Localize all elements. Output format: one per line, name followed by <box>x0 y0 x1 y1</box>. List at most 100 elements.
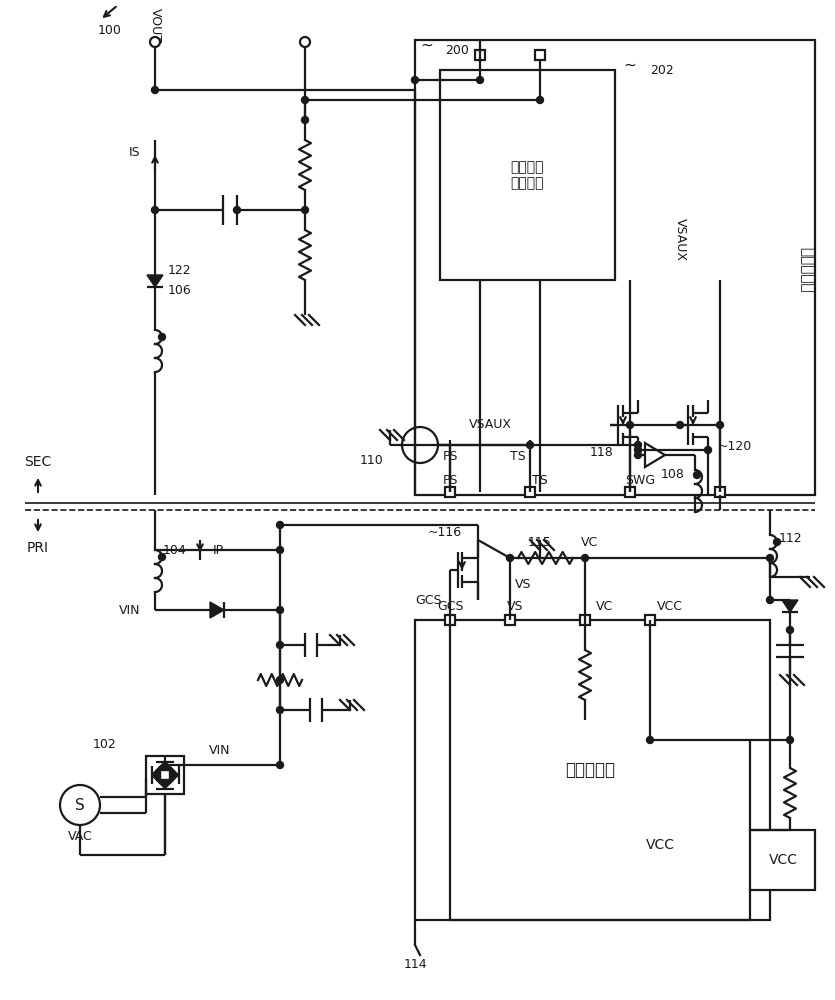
Bar <box>445 615 455 625</box>
Text: VAC: VAC <box>68 830 93 844</box>
Circle shape <box>300 37 310 47</box>
Circle shape <box>537 97 544 104</box>
Circle shape <box>276 706 284 714</box>
Circle shape <box>151 87 159 94</box>
Text: IS: IS <box>129 145 140 158</box>
Circle shape <box>581 554 589 562</box>
Circle shape <box>276 522 284 528</box>
Bar <box>415 40 815 495</box>
Polygon shape <box>210 602 224 618</box>
Circle shape <box>787 626 793 634</box>
Text: VCC: VCC <box>768 853 797 867</box>
Circle shape <box>276 606 284 613</box>
Circle shape <box>767 596 773 603</box>
Circle shape <box>646 736 654 744</box>
Bar <box>440 70 615 280</box>
Text: 初级控制器: 初级控制器 <box>565 761 615 779</box>
Text: TS: TS <box>510 450 526 464</box>
Text: 114: 114 <box>403 958 427 972</box>
Circle shape <box>150 37 160 47</box>
Text: VCC: VCC <box>645 838 675 852</box>
Polygon shape <box>170 766 179 784</box>
Polygon shape <box>782 600 798 612</box>
Bar <box>580 615 590 625</box>
Circle shape <box>276 762 284 768</box>
Text: 110: 110 <box>360 454 384 466</box>
Text: 112: 112 <box>778 532 802 544</box>
Circle shape <box>676 422 684 428</box>
Circle shape <box>635 452 641 458</box>
Circle shape <box>477 77 483 84</box>
Circle shape <box>705 446 711 454</box>
Text: GCS: GCS <box>416 593 442 606</box>
Bar <box>146 756 184 794</box>
Bar <box>475 50 485 60</box>
Circle shape <box>301 116 308 123</box>
Text: ~: ~ <box>421 37 433 52</box>
Bar <box>645 615 655 625</box>
Circle shape <box>276 546 284 554</box>
Bar <box>625 487 635 497</box>
Bar <box>525 487 535 497</box>
Circle shape <box>694 472 701 479</box>
Text: 100: 100 <box>98 23 122 36</box>
Circle shape <box>301 97 308 104</box>
Circle shape <box>159 554 165 560</box>
Text: 200: 200 <box>445 43 469 56</box>
Polygon shape <box>156 762 174 770</box>
Polygon shape <box>156 780 174 788</box>
Bar <box>445 487 455 497</box>
Circle shape <box>787 736 793 744</box>
Text: 102: 102 <box>94 738 117 752</box>
Text: ~: ~ <box>624 57 636 73</box>
Text: GCS: GCS <box>437 600 463 613</box>
Circle shape <box>276 642 284 648</box>
Text: 202: 202 <box>650 64 674 77</box>
Circle shape <box>527 442 534 448</box>
Circle shape <box>635 442 641 448</box>
Text: ~120: ~120 <box>718 440 752 454</box>
Text: 118: 118 <box>590 446 614 460</box>
Text: VS: VS <box>507 600 524 613</box>
Text: SEC: SEC <box>24 455 52 469</box>
Bar <box>415 620 770 920</box>
Circle shape <box>626 422 634 428</box>
Text: VIN: VIN <box>119 603 140 616</box>
Bar <box>505 615 515 625</box>
Text: ~116: ~116 <box>428 526 462 538</box>
Circle shape <box>773 538 781 546</box>
Circle shape <box>276 676 284 684</box>
Text: 108: 108 <box>661 468 685 482</box>
Text: VSAUX: VSAUX <box>674 219 686 261</box>
Text: 控制信号
产生电路: 控制信号 产生电路 <box>510 160 544 190</box>
Circle shape <box>412 77 418 84</box>
Text: VS: VS <box>515 578 532 591</box>
Text: PRI: PRI <box>27 541 49 555</box>
Circle shape <box>507 554 514 562</box>
Bar <box>535 50 545 60</box>
Circle shape <box>159 334 165 340</box>
Text: SWG: SWG <box>625 474 655 487</box>
Text: 104: 104 <box>163 544 187 556</box>
Text: VIN: VIN <box>210 744 230 756</box>
Text: VCC: VCC <box>657 600 683 613</box>
Bar <box>750 830 815 890</box>
Text: 115: 115 <box>528 536 552 548</box>
Text: S: S <box>75 798 85 812</box>
Circle shape <box>716 422 723 428</box>
Circle shape <box>301 207 308 214</box>
Circle shape <box>151 207 159 214</box>
Text: VC: VC <box>581 536 599 548</box>
Circle shape <box>234 207 240 214</box>
Text: VOUT: VOUT <box>149 7 161 42</box>
Text: 106: 106 <box>168 284 192 296</box>
Circle shape <box>635 446 641 454</box>
Circle shape <box>767 554 773 562</box>
Text: VC: VC <box>596 600 614 613</box>
Polygon shape <box>147 275 163 287</box>
Text: 次级控制器: 次级控制器 <box>799 247 814 293</box>
Polygon shape <box>151 766 160 784</box>
Text: 122: 122 <box>168 263 191 276</box>
Text: VSAUX: VSAUX <box>468 418 512 432</box>
Text: TS: TS <box>532 474 548 487</box>
